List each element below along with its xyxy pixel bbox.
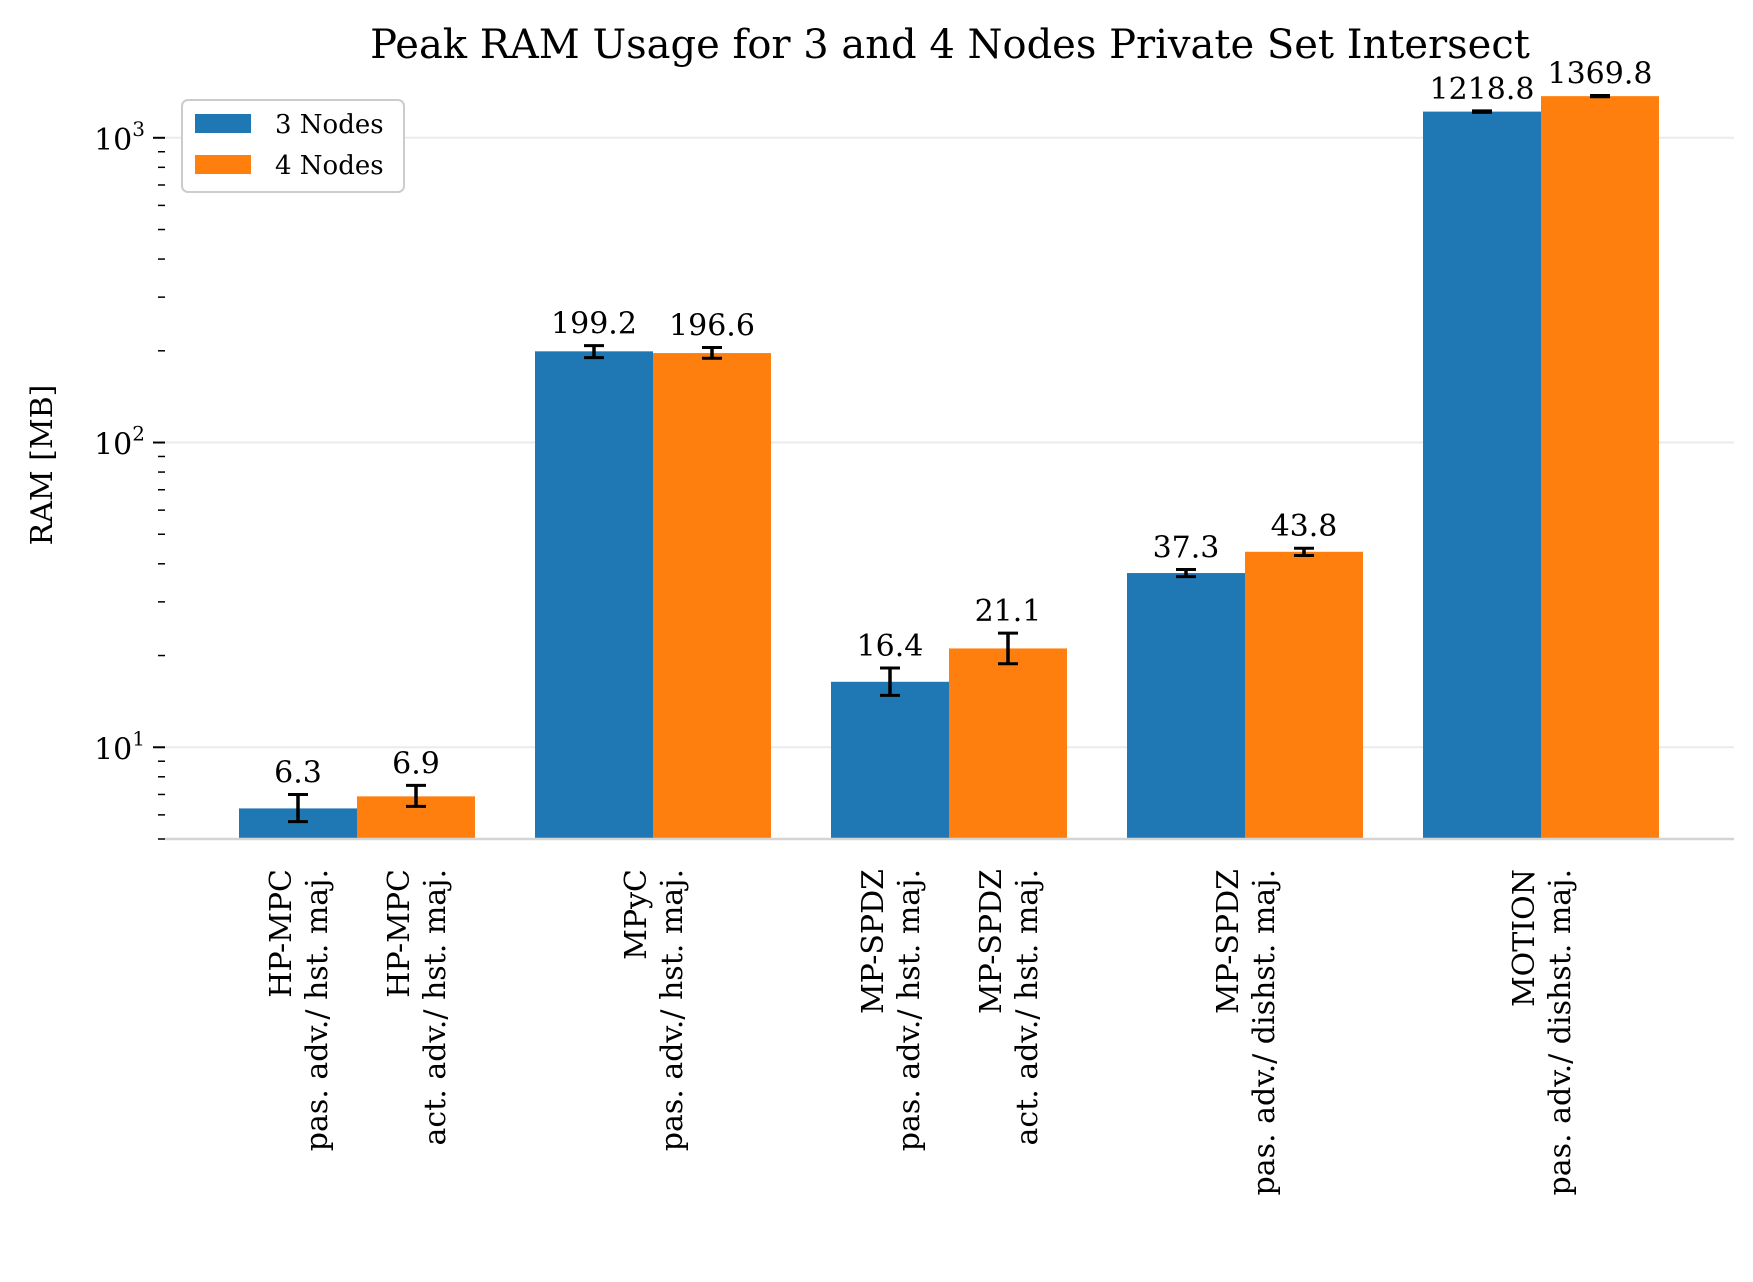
bar-3-nodes [831,681,949,839]
legend-swatch-3-nodes [195,114,251,133]
x-tick-label-line: pas. adv./ dishst. maj. [1543,869,1578,1195]
x-tick-label: MP-SPDZ act. adv./ hst. maj. [974,869,1045,1146]
y-tick-label: 102 [94,422,145,463]
x-tick-label-line: pas. adv./ hst. maj. [892,869,927,1151]
data-label: 43.8 [1271,509,1338,544]
x-tick-label-line: pas. adv./ hst. maj. [300,869,335,1151]
bar-3-nodes [535,351,653,839]
x-tick-label-line: MP-SPDZ [974,869,1009,1014]
bar-4-nodes [653,353,771,839]
legend-label-4-nodes: 4 Nodes [275,151,384,181]
x-tick-label-line: MOTION [1507,869,1542,1007]
x-tick-label-line: HP-MPC [382,869,417,998]
x-tick-label-line: MP-SPDZ [1211,869,1246,1014]
x-tick-label-line: pas. adv./ hst. maj. [655,869,690,1151]
x-tick-label-line: act. adv./ hst. maj. [418,869,453,1146]
x-tick-label-line: HP-MPC [264,869,299,998]
data-label: 6.9 [392,746,440,781]
bar-4-nodes [949,648,1067,839]
x-tick-label-line: pas. adv./ dishst. maj. [1247,869,1282,1195]
bar-3-nodes [1127,573,1245,839]
x-tick-label: HP-MPC pas. adv./ hst. maj. [264,869,335,1151]
data-label: 37.3 [1153,531,1220,566]
data-label: 6.3 [274,755,322,790]
legend-label-3-nodes: 3 Nodes [275,110,384,140]
y-axis-label: RAM [MB] [25,385,60,546]
y-tick-label: 103 [94,117,145,158]
x-tick-label-line: act. adv./ hst. maj. [1010,869,1045,1146]
x-tick-labels: HP-MPC pas. adv./ hst. maj. HP-MPC act. adv… [264,869,1578,1195]
bars [239,96,1659,839]
bar-4-nodes [1541,96,1659,839]
y-tick-labels: 101 102 103 [94,117,145,767]
y-minor-ticks [153,136,165,840]
chart-title: Peak RAM Usage for 3 and 4 Nodes Private… [370,22,1530,68]
data-label: 1369.8 [1548,56,1653,91]
data-label: 16.4 [857,629,924,664]
bar-3-nodes [1423,111,1541,839]
x-tick-label-line: MPyC [619,869,654,960]
legend: 3 Nodes 4 Nodes [181,99,405,193]
bar-4-nodes [1245,551,1363,839]
legend-swatch-4-nodes [195,155,251,174]
x-tick-label: MOTION pas. adv./ dishst. maj. [1507,869,1578,1195]
x-tick-label: HP-MPC act. adv./ hst. maj. [382,869,453,1146]
y-tick-label: 101 [94,726,145,767]
data-label: 1218.8 [1430,72,1535,107]
error-bars [288,93,1610,824]
x-tick-label-line: MP-SPDZ [856,869,891,1014]
data-labels: 6.3 6.9 199.2 196.6 16.4 21.1 37.3 43.8 1218.8 13… [274,56,1652,790]
data-label: 199.2 [551,307,637,342]
x-tick-label: MP-SPDZ pas. adv./ dishst. maj. [1211,869,1282,1195]
data-label: 196.6 [669,309,755,344]
x-tick-label: MP-SPDZ pas. adv./ hst. maj. [856,869,927,1151]
x-tick-label: MPyC pas. adv./ hst. maj. [619,869,690,1151]
data-label: 21.1 [975,594,1042,629]
